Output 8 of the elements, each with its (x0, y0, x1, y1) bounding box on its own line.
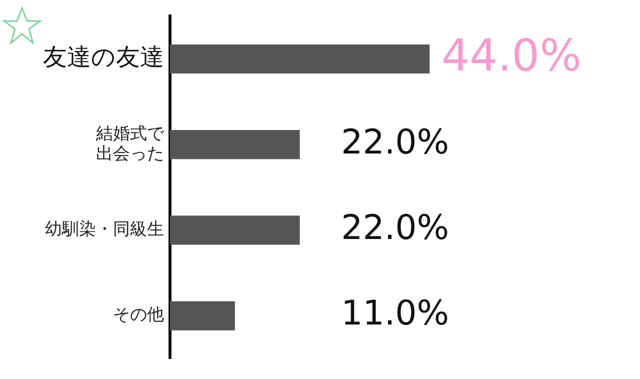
y-tick-label: 友達の友達 (43, 43, 164, 72)
data-label: 22.0% (341, 122, 450, 162)
data-label: 44.0% (442, 30, 582, 82)
data-label: 11.0% (341, 294, 450, 334)
y-tick-label: その他 (113, 305, 164, 326)
y-tick-label: 結婚式で出会った (95, 124, 165, 164)
y-tick-label: 幼馴染・同級生 (45, 220, 164, 240)
data-label: 22.0% (341, 208, 450, 248)
